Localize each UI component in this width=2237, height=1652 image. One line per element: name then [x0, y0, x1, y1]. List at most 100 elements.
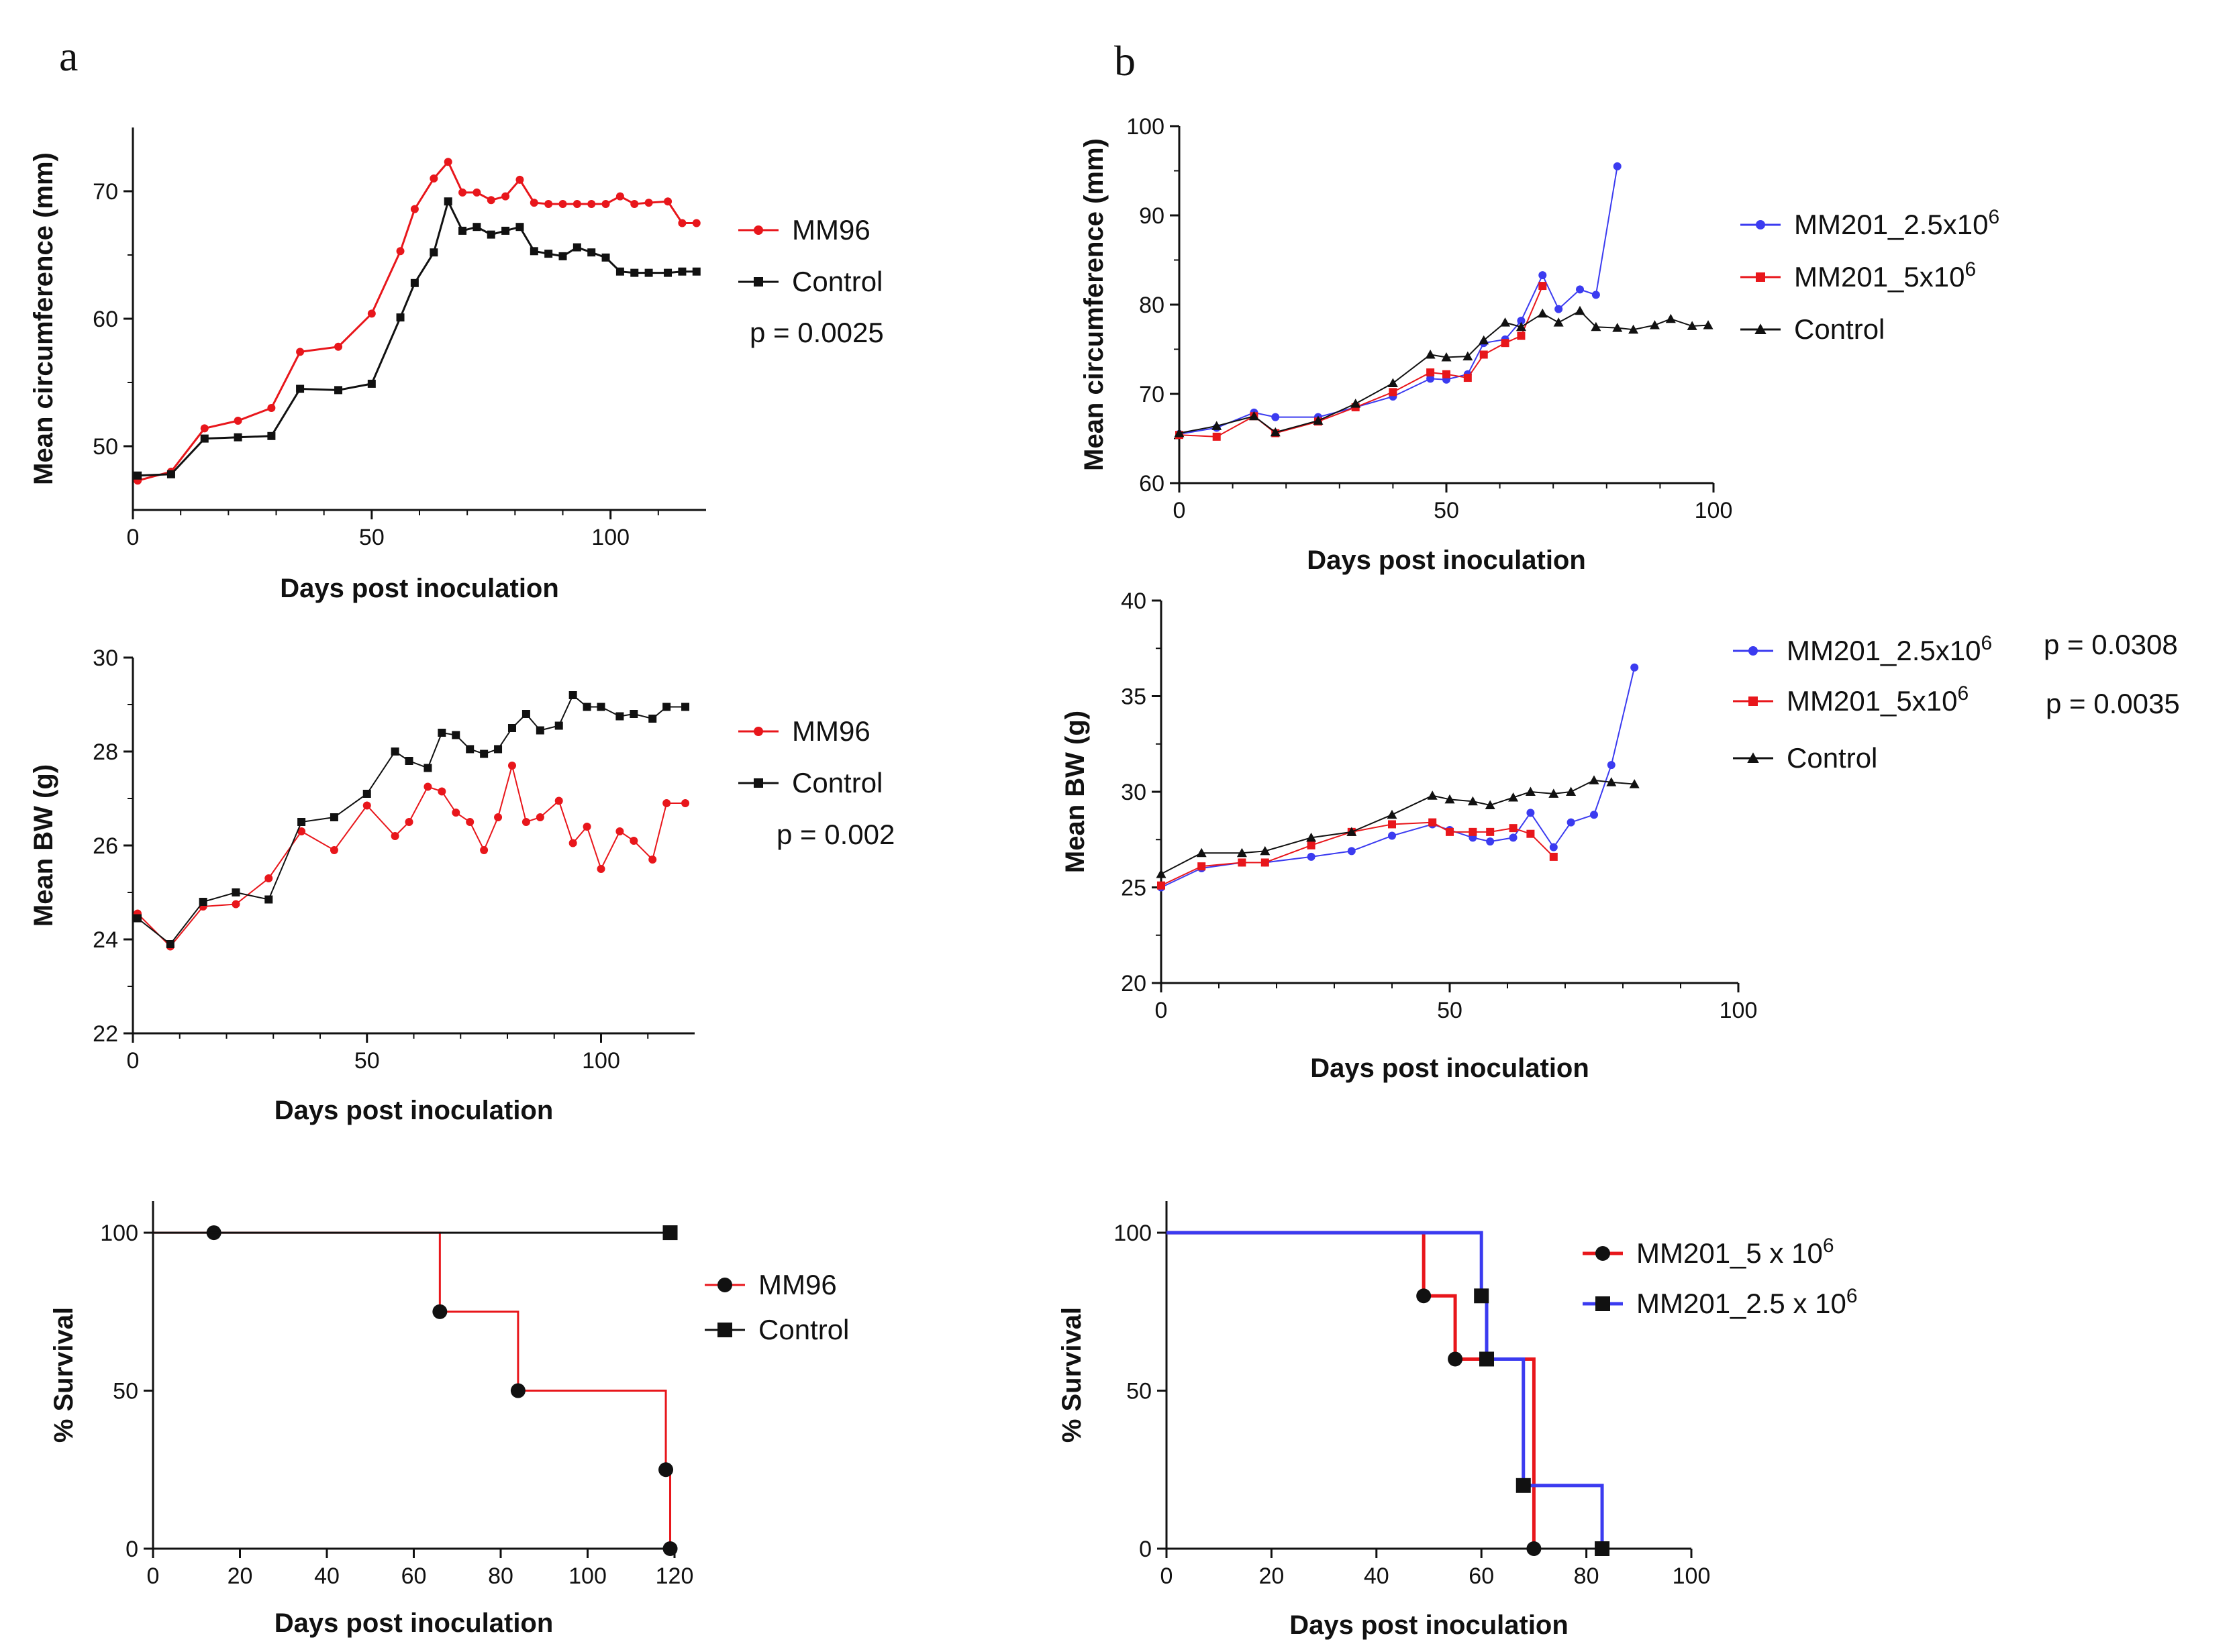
- x-tick-label: 40: [1364, 1563, 1389, 1589]
- x-tick-label: 0: [147, 1563, 160, 1589]
- data-point: [410, 278, 419, 287]
- data-point: [1538, 282, 1547, 291]
- series-line: [1160, 779, 1635, 875]
- x-tick-label: 100: [1695, 498, 1733, 523]
- y-tick-label: 30: [93, 646, 118, 671]
- series-1: Control: [133, 691, 883, 948]
- data-point: [1517, 316, 1526, 325]
- y-tick-label: 50: [1126, 1379, 1152, 1404]
- data-point: [692, 267, 701, 276]
- series-1: MM201_5x106: [1175, 258, 1976, 441]
- data-point: [1479, 335, 1489, 345]
- data-point: [515, 223, 524, 231]
- data-point: [1508, 792, 1519, 802]
- data-point: [1425, 349, 1436, 359]
- data-point: [515, 175, 524, 184]
- panel-label-b: b: [1114, 37, 1136, 85]
- y-tick-label: 50: [113, 1379, 138, 1404]
- x-tick-label: 60: [401, 1563, 427, 1589]
- y-tick-label: 40: [1121, 588, 1146, 614]
- y-axis-title: % Survival: [1057, 1307, 1087, 1443]
- data-point: [1649, 320, 1660, 329]
- data-point: [264, 895, 273, 904]
- data-point: [396, 313, 405, 322]
- data-point: [410, 205, 419, 213]
- data-point: [615, 827, 624, 835]
- data-point: [133, 914, 142, 923]
- data-point: [1469, 827, 1477, 836]
- data-point: [296, 384, 305, 393]
- data-point: [664, 197, 673, 206]
- legend-marker: [754, 778, 763, 788]
- legend-marker: [1756, 220, 1765, 229]
- data-point: [473, 188, 481, 197]
- data-point: [1515, 321, 1526, 331]
- data-point: [1270, 427, 1281, 437]
- legend-label: Control: [1794, 313, 1885, 345]
- data-point: [1549, 852, 1558, 861]
- x-tick-label: 100: [582, 1048, 620, 1074]
- data-point: [1260, 858, 1269, 867]
- data-point: [1629, 779, 1640, 788]
- data-point: [334, 342, 343, 351]
- legend-marker: [1754, 323, 1767, 334]
- y-tick-label: 26: [93, 833, 118, 859]
- x-tick-label: 50: [1437, 998, 1462, 1023]
- data-point: [615, 267, 624, 276]
- data-point: [501, 192, 510, 201]
- data-point: [264, 874, 273, 882]
- survival-mark: [662, 1541, 678, 1556]
- data-point: [1486, 827, 1495, 836]
- data-point: [1248, 411, 1259, 421]
- legend-label: Control: [792, 767, 883, 798]
- data-point: [296, 348, 305, 356]
- data-point: [583, 823, 591, 831]
- survival-mark: [1515, 1478, 1531, 1493]
- legend-marker: [754, 727, 763, 736]
- data-point: [480, 846, 489, 854]
- legend-marker: [1756, 272, 1765, 282]
- legend-marker: [1747, 752, 1759, 763]
- data-point: [1197, 862, 1206, 871]
- data-point: [536, 726, 544, 735]
- data-point: [444, 197, 452, 206]
- x-tick-label: 0: [127, 1048, 140, 1074]
- data-point: [1307, 852, 1315, 861]
- data-point: [681, 703, 690, 711]
- survival-mark: [662, 1225, 678, 1241]
- series-line: [1160, 667, 1636, 888]
- data-point: [583, 703, 591, 711]
- legend-marker: [1595, 1296, 1610, 1311]
- legend-label: MM201_5 x 106: [1636, 1235, 1834, 1269]
- legend-label: MM201_5x106: [1794, 258, 1976, 293]
- legend-label: Control: [792, 266, 883, 297]
- data-point: [267, 431, 276, 440]
- data-point: [330, 846, 338, 854]
- survival-mark: [1416, 1288, 1432, 1304]
- data-point: [1441, 352, 1452, 362]
- y-tick-label: 100: [100, 1221, 138, 1246]
- data-point: [1307, 841, 1315, 849]
- data-point: [1500, 317, 1511, 327]
- y-axis-title: Mean circumference (mm): [1079, 138, 1109, 471]
- y-axis-title: Mean BW (g): [29, 764, 58, 927]
- data-point: [587, 200, 596, 208]
- data-point: [405, 757, 413, 765]
- data-point: [1607, 761, 1615, 770]
- data-point: [452, 809, 460, 817]
- data-point: [1236, 847, 1247, 858]
- data-point: [487, 230, 495, 239]
- data-point: [630, 837, 638, 845]
- y-tick-label: 22: [93, 1021, 118, 1047]
- data-point: [1463, 374, 1472, 382]
- y-tick-label: 60: [1139, 471, 1164, 497]
- data-point: [678, 219, 687, 227]
- series-line: [137, 694, 686, 945]
- data-point: [678, 267, 687, 276]
- data-point: [558, 252, 567, 260]
- data-point: [362, 801, 371, 810]
- data-point: [1485, 800, 1495, 809]
- data-point: [1501, 339, 1509, 348]
- data-point: [568, 691, 577, 699]
- data-point: [554, 721, 563, 730]
